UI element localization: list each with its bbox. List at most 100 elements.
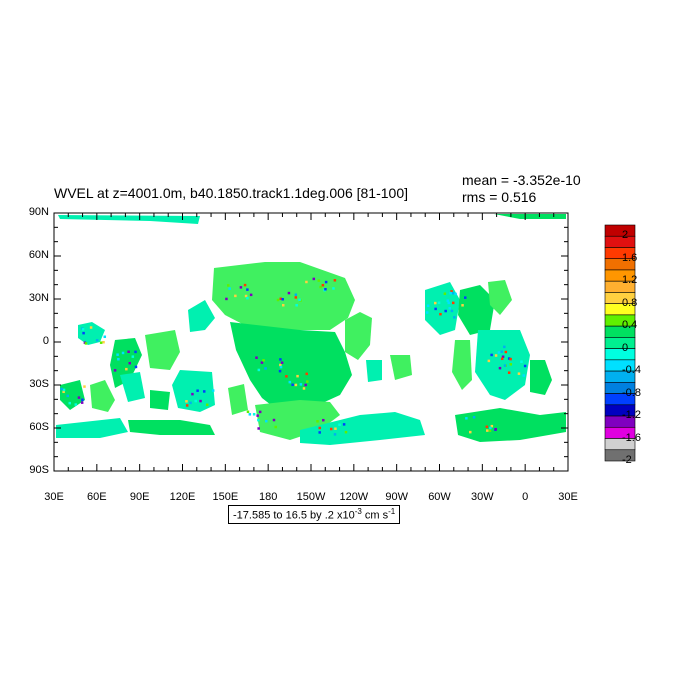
field-speckle [488, 429, 492, 432]
field-speckle [461, 304, 464, 307]
field-speckle [225, 297, 228, 301]
field-speckle [281, 303, 285, 307]
field-speckle [131, 355, 135, 358]
field-speckle [454, 292, 457, 296]
field-speckle [305, 280, 308, 284]
field-speckle [272, 418, 276, 422]
field-speckle [248, 413, 252, 416]
field-speckle [134, 365, 138, 369]
field-speckle [485, 425, 489, 429]
field-speckles [60, 277, 527, 436]
field-speckle [500, 357, 504, 361]
field-speckle [211, 389, 215, 392]
field-speckle [80, 401, 84, 404]
y-tick-label: 90S [29, 464, 49, 476]
field-speckle [82, 331, 85, 335]
field-speckle [265, 419, 268, 423]
field-speckle [260, 361, 264, 364]
field-speckle [318, 431, 321, 434]
y-tick-label: 60S [29, 421, 49, 433]
field-speckle [185, 400, 188, 403]
x-tick-label: 180 [258, 491, 278, 503]
field-speckle [77, 396, 81, 399]
field-speckle [329, 427, 333, 431]
field-speckle [333, 433, 337, 436]
field-speckle [302, 387, 306, 390]
field-speckle [338, 423, 341, 426]
field-speckle [465, 417, 468, 420]
y-tick-label: 90N [28, 206, 49, 218]
field-speckle [264, 367, 267, 370]
field-speckle [246, 410, 250, 414]
field-speckle [95, 339, 99, 342]
field-speckle [257, 418, 260, 422]
field-speckle [507, 357, 511, 360]
field-speckle [509, 363, 513, 366]
field-speckle [450, 309, 454, 313]
field-speckle [294, 383, 298, 387]
colorbar-label: -0.4 [622, 364, 641, 377]
field-speckle [68, 401, 72, 405]
field-speckle [333, 279, 337, 282]
ocean-region [172, 370, 215, 412]
colorbar-box [604, 224, 636, 237]
ocean-region [58, 215, 200, 224]
field-speckle [504, 350, 508, 354]
field-speckle [279, 297, 283, 301]
ocean-region [120, 372, 145, 402]
field-speckle [316, 420, 319, 423]
field-speckle [291, 383, 294, 387]
field-speckle [503, 364, 507, 367]
ocean-region [458, 285, 495, 335]
field-speckle [62, 388, 66, 392]
x-tick-label: 120W [339, 491, 369, 503]
field-speckle [99, 341, 103, 344]
x-tick-label: 0 [522, 491, 529, 503]
ocean-region [300, 412, 425, 445]
field-speckle [494, 354, 498, 357]
colorbar [604, 224, 636, 462]
field-speckle [434, 307, 437, 311]
y-tick-label: 60N [28, 249, 49, 261]
field-speckle [246, 296, 249, 300]
field-speckle [281, 298, 284, 301]
ocean-field [56, 214, 566, 445]
ocean-region [228, 384, 248, 415]
field-speckle [117, 357, 120, 361]
field-speckle [451, 301, 455, 305]
field-speckle [520, 360, 523, 364]
field-speckle [322, 418, 325, 422]
colorbar-box [604, 449, 636, 462]
field-speckle [280, 361, 284, 364]
field-speckle [317, 279, 321, 282]
field-speckle [294, 293, 298, 296]
field-speckle [443, 292, 447, 295]
ocean-region [188, 300, 215, 332]
field-speckle [279, 365, 283, 369]
map-plot [53, 212, 569, 472]
colorbar-label: -1.6 [622, 431, 641, 444]
field-speckle [228, 287, 231, 290]
field-speckle [274, 425, 277, 429]
range-exponent: -3 [354, 507, 362, 516]
field-speckle [255, 356, 258, 359]
range-unit: cm s [361, 509, 389, 522]
contour-range-label: -17.585 to 16.5 by .2 x10-3 cm s-1 [228, 505, 401, 524]
colorbar-box [604, 235, 636, 248]
field-speckle [62, 390, 65, 394]
field-speckle [517, 372, 521, 375]
field-speckle [501, 355, 505, 359]
field-speckle [279, 358, 282, 361]
field-speckle [509, 357, 512, 361]
field-speckle [490, 424, 494, 428]
field-speckle [252, 413, 256, 416]
ocean-region [150, 390, 170, 410]
field-speckle [334, 427, 337, 430]
field-speckle [448, 307, 451, 310]
field-speckle [249, 293, 253, 297]
field-speckle [426, 304, 430, 308]
field-speckle [497, 351, 501, 354]
field-speckle [312, 277, 316, 281]
field-speckle [89, 326, 93, 329]
field-speckle [503, 345, 506, 349]
